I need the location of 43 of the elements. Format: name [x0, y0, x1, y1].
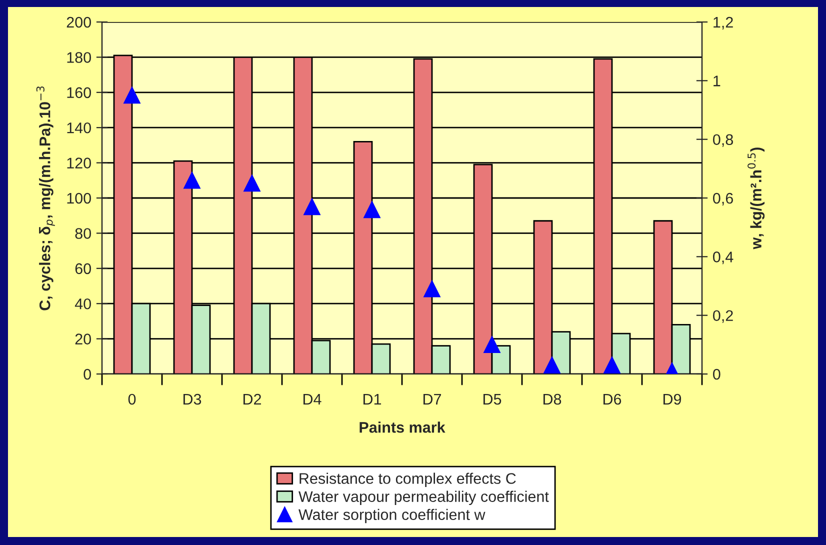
point	[124, 87, 140, 104]
point	[184, 172, 200, 189]
x-tick-label: D1	[363, 394, 382, 405]
x-axis-title: Paints mark	[360, 422, 446, 433]
x-tick-label: D6	[603, 394, 622, 405]
y-tick-label: 20	[75, 334, 91, 344]
y2-tick-label: 0	[713, 368, 720, 380]
legend-label: Water sorption coefficient w	[298, 508, 486, 524]
y-tick-label: 0	[84, 368, 91, 380]
y-tick-label: 120	[67, 158, 91, 168]
y2-tick-label: 1	[714, 76, 720, 86]
y2-tick-label: 0,8	[713, 134, 733, 147]
point	[604, 356, 620, 374]
point	[424, 280, 440, 298]
point	[364, 201, 380, 218]
y-axis-title: C, cycles; δ$_{p}$, mg/(m.h.Pa).10$^{−3}$	[36, 86, 55, 310]
y2-tick-label: 0,6	[713, 192, 733, 206]
y-tick-label: 80	[75, 228, 91, 239]
point	[544, 356, 560, 374]
legend-label: Resistance to complex effects C	[300, 472, 516, 487]
x-tick-label: D3	[183, 394, 202, 405]
y-tick-label: 180	[67, 52, 91, 63]
y2-axis-title: w, kg/(m².h$^{0.5}$)	[748, 148, 765, 250]
x-tick-label: D4	[303, 394, 322, 405]
y2-tick-label: 0,4	[713, 252, 734, 264]
y-tick-label: 100	[67, 192, 91, 204]
point	[244, 175, 260, 192]
x-tick-label: D5	[483, 394, 502, 405]
y-tick-label: 140	[67, 122, 91, 134]
x-tick-label: D8	[543, 394, 562, 405]
legend-label: Water vapour permeability coefficient	[298, 490, 549, 506]
y-tick-label: 60	[75, 263, 91, 274]
x-tick-label: D7	[423, 394, 441, 405]
x-tick-label: D9	[663, 394, 682, 405]
x-tick-label: D2	[243, 394, 261, 405]
y-tick-label: 40	[74, 298, 91, 310]
point	[484, 336, 500, 353]
x-tick-label: 0	[128, 394, 136, 405]
point	[304, 198, 320, 216]
y2-tick-label: 1,2	[714, 16, 733, 30]
y2-tick-label: 0,2	[713, 310, 733, 323]
y-tick-label: 200	[66, 16, 91, 28]
y-tick-label: 160	[67, 87, 91, 98]
